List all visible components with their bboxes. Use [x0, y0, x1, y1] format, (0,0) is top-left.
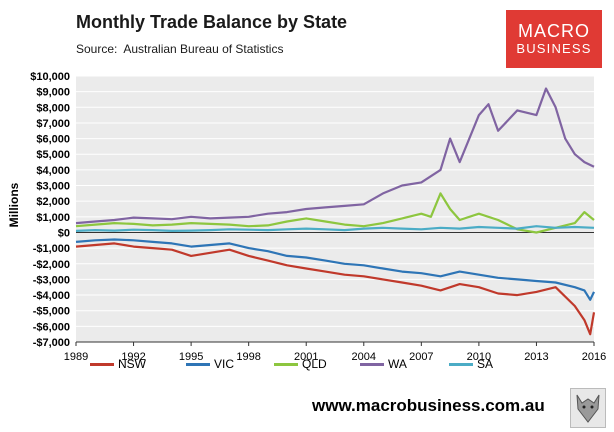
y-tick-label: -$7,000: [33, 337, 70, 349]
legend-swatch: [274, 362, 298, 366]
legend-label: VIC: [214, 357, 235, 371]
x-tick-label: 2010: [467, 351, 491, 363]
y-tick-label: $2,000: [36, 196, 70, 208]
y-tick-label: $0: [58, 227, 70, 239]
source-text: Australian Bureau of Statistics: [123, 42, 284, 56]
x-tick-label: 2013: [524, 351, 548, 363]
chart-title: Monthly Trade Balance by State: [76, 12, 348, 32]
source-line: Source: Australian Bureau of Statistics: [76, 42, 283, 56]
legend-label: SA: [477, 357, 494, 371]
logo-line1: MACRO: [518, 21, 590, 41]
y-tick-label: $5,000: [36, 149, 70, 161]
legend-label: WA: [388, 357, 407, 371]
y-tick-label: $3,000: [36, 181, 70, 193]
y-tick-label: $6,000: [36, 134, 70, 146]
y-tick-label: -$1,000: [33, 243, 70, 255]
y-axis-ticks: $10,000 $9,000 $8,000 $7,000 $6,000 $5,000 $4,…: [30, 71, 70, 349]
series-line-sa: [75, 225, 595, 232]
legend-swatch: [449, 362, 473, 366]
y-tick-label: -$3,000: [33, 274, 70, 286]
macrobusiness-logo: MACRO BUSINESS: [506, 10, 602, 68]
x-axis-ticks: 1989 1992 1995 1998 2001 2004 2007 2010 2013 2016: [64, 341, 606, 363]
x-tick-label: 2004: [352, 351, 376, 363]
y-tick-label: $7,000: [36, 118, 70, 130]
x-tick-label: 1995: [179, 351, 203, 363]
wolf-icon: [570, 388, 606, 428]
plot-area: [76, 76, 594, 342]
series-line-vic: [75, 238, 595, 301]
y-tick-label: $1,000: [36, 212, 70, 224]
y-axis-label: Millions: [7, 182, 21, 227]
source-label: Source:: [76, 42, 118, 56]
y-tick-label: $10,000: [30, 71, 70, 83]
x-tick-label: 2001: [294, 351, 318, 363]
legend-swatch: [186, 362, 210, 366]
x-tick-label: 1989: [64, 351, 88, 363]
x-tick-label: 1992: [121, 351, 145, 363]
y-tick-label: $4,000: [36, 165, 70, 177]
legend-item-qld: QLD: [274, 357, 327, 371]
y-tick-label: $8,000: [36, 102, 70, 114]
logo-line2: BUSINESS: [516, 41, 592, 56]
legend-item-vic: VIC: [186, 357, 234, 371]
legend-label: NSW: [118, 357, 146, 371]
legend-swatch: [360, 362, 384, 366]
series-line-wa: [75, 87, 595, 225]
website-url: www.macrobusiness.com.au: [312, 396, 545, 415]
chart-legend: NSW VIC QLD WA SA: [76, 357, 596, 377]
y-tick-label: -$5,000: [33, 306, 70, 318]
legend-item-wa: WA: [360, 357, 407, 371]
y-tick-label: -$4,000: [33, 290, 70, 302]
gridlines: [76, 75, 594, 343]
legend-swatch: [90, 362, 114, 366]
series-line-nsw: [75, 242, 596, 336]
legend-label: QLD: [302, 357, 327, 371]
legend-item-nsw: NSW: [90, 357, 146, 371]
y-tick-label: -$6,000: [33, 321, 70, 333]
x-tick-label: 1998: [236, 351, 260, 363]
y-tick-label: $9,000: [36, 87, 70, 99]
legend-item-sa: SA: [449, 357, 493, 371]
x-tick-label: 2007: [409, 351, 433, 363]
x-tick-label: 2016: [582, 351, 606, 363]
series-lines: [75, 87, 596, 336]
y-tick-label: -$2,000: [33, 259, 70, 271]
